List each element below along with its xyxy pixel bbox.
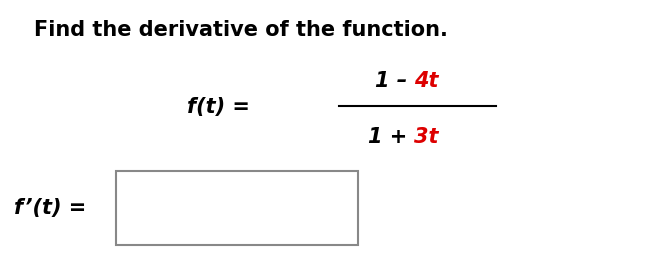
Text: 1 +: 1 + bbox=[368, 127, 414, 147]
Text: 1 –: 1 – bbox=[374, 71, 414, 91]
FancyBboxPatch shape bbox=[116, 171, 359, 245]
Text: 3t: 3t bbox=[414, 127, 439, 147]
Text: 4t: 4t bbox=[414, 71, 439, 91]
Text: f(t) =: f(t) = bbox=[188, 98, 251, 117]
Text: Find the derivative of the function.: Find the derivative of the function. bbox=[34, 20, 448, 40]
Text: f’(t) =: f’(t) = bbox=[14, 198, 87, 218]
